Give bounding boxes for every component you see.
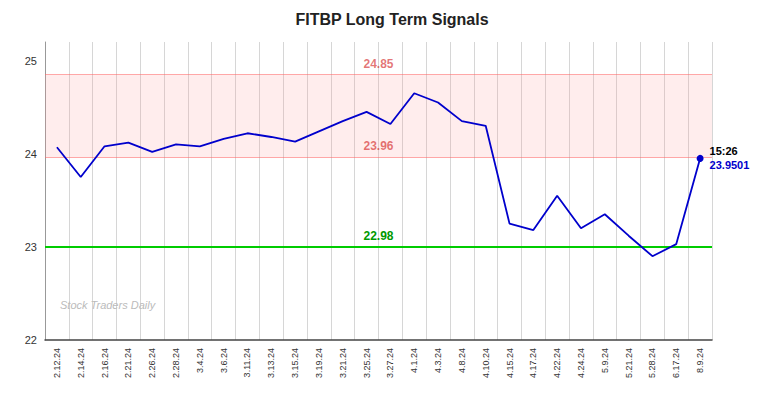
svg-text:FITBP Long Term Signals: FITBP Long Term Signals bbox=[295, 11, 488, 28]
svg-text:4.10.24: 4.10.24 bbox=[481, 348, 491, 378]
svg-text:6.17.24: 6.17.24 bbox=[671, 348, 681, 378]
svg-text:3.27.24: 3.27.24 bbox=[385, 348, 395, 378]
svg-text:5.21.24: 5.21.24 bbox=[624, 348, 634, 378]
svg-text:5.9.24: 5.9.24 bbox=[600, 348, 610, 373]
svg-text:4.15.24: 4.15.24 bbox=[505, 348, 515, 378]
svg-text:5.28.24: 5.28.24 bbox=[647, 348, 657, 378]
svg-text:23: 23 bbox=[25, 241, 37, 253]
svg-text:4.17.24: 4.17.24 bbox=[528, 348, 538, 378]
svg-text:24.85: 24.85 bbox=[363, 57, 393, 71]
svg-text:2.12.24: 2.12.24 bbox=[52, 348, 62, 378]
svg-text:3.19.24: 3.19.24 bbox=[314, 348, 324, 378]
svg-text:3.15.24: 3.15.24 bbox=[290, 348, 300, 378]
svg-text:4.22.24: 4.22.24 bbox=[552, 348, 562, 378]
svg-text:3.11.24: 3.11.24 bbox=[242, 348, 252, 377]
svg-text:24: 24 bbox=[25, 148, 37, 160]
svg-text:3.4.24: 3.4.24 bbox=[195, 348, 205, 373]
svg-text:23.96: 23.96 bbox=[363, 139, 393, 153]
svg-text:25: 25 bbox=[25, 55, 37, 67]
svg-text:4.1.24: 4.1.24 bbox=[409, 348, 419, 373]
svg-text:22.98: 22.98 bbox=[363, 229, 393, 243]
svg-text:2.16.24: 2.16.24 bbox=[100, 348, 110, 378]
svg-text:4.3.24: 4.3.24 bbox=[433, 348, 443, 373]
svg-text:3.25.24: 3.25.24 bbox=[362, 348, 372, 378]
svg-text:23.9501: 23.9501 bbox=[710, 159, 750, 171]
svg-text:3.21.24: 3.21.24 bbox=[338, 348, 348, 378]
svg-text:2.14.24: 2.14.24 bbox=[76, 348, 86, 378]
svg-text:4.24.24: 4.24.24 bbox=[576, 348, 586, 378]
svg-text:4.8.24: 4.8.24 bbox=[457, 348, 467, 373]
svg-text:3.6.24: 3.6.24 bbox=[219, 348, 229, 373]
svg-text:22: 22 bbox=[25, 334, 37, 346]
svg-text:2.21.24: 2.21.24 bbox=[123, 348, 133, 378]
svg-text:2.28.24: 2.28.24 bbox=[171, 348, 181, 378]
svg-text:2.26.24: 2.26.24 bbox=[147, 348, 157, 378]
svg-text:8.9.24: 8.9.24 bbox=[695, 348, 705, 373]
svg-text:15:26: 15:26 bbox=[710, 145, 738, 157]
svg-text:3.13.24: 3.13.24 bbox=[266, 348, 276, 378]
svg-text:Stock Traders Daily: Stock Traders Daily bbox=[60, 299, 157, 311]
